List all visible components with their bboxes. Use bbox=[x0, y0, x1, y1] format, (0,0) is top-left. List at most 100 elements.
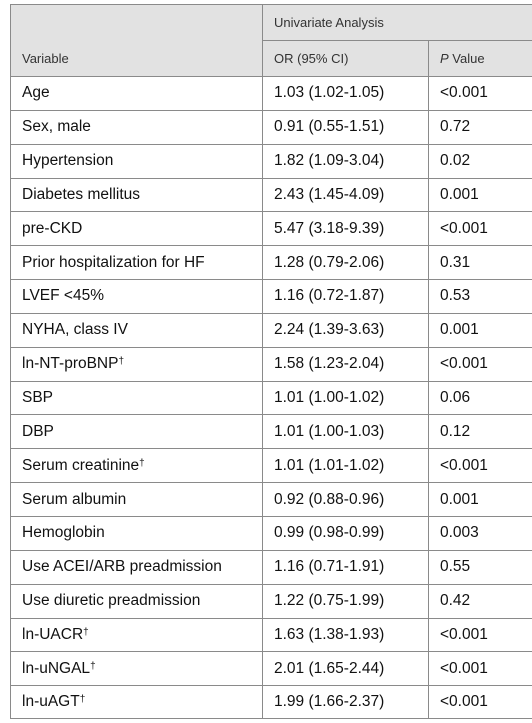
table-row: pre-CKD 5.47 (3.18-9.39) <0.001 bbox=[11, 211, 532, 246]
variable-label: Sex, male bbox=[22, 118, 91, 136]
variable-label: Diabetes mellitus bbox=[22, 185, 141, 203]
odds-ratio-cell: 1.22 (0.75-1.99) bbox=[263, 584, 429, 618]
p-value-cell: 0.003 bbox=[429, 517, 532, 550]
p-value-cell: <0.001 bbox=[429, 652, 532, 685]
p-value-cell: 0.06 bbox=[429, 382, 532, 415]
variable-cell: Diabetes mellitus bbox=[11, 178, 263, 212]
variable-cell: SBP bbox=[11, 381, 263, 415]
variable-label: pre-CKD bbox=[22, 219, 83, 237]
variable-cell: Use diuretic preadmission bbox=[11, 584, 263, 618]
variable-cell: NYHA, class IV bbox=[11, 313, 263, 347]
p-value-cell: 0.02 bbox=[429, 145, 532, 178]
table-row: Hypertension 1.82 (1.09-3.04) 0.02 bbox=[11, 143, 532, 178]
table-row: Age 1.03 (1.02-1.05) <0.001 bbox=[11, 76, 532, 110]
table-row: Prior hospitalization for HF 1.28 (0.79-2… bbox=[11, 245, 532, 280]
odds-ratio-cell: 1.01 (1.00-1.03) bbox=[263, 415, 429, 449]
p-value-cell: 0.12 bbox=[429, 415, 532, 448]
odds-ratio-cell: 2.24 (1.39-3.63) bbox=[263, 313, 429, 347]
table-row: LVEF <45% 1.16 (0.72-1.87) 0.53 bbox=[11, 279, 532, 313]
univariate-analysis-table: Univariate Analysis Variable OR (95% CI)… bbox=[10, 4, 532, 720]
table-row: Serum creatinine † 1.01 (1.01-1.02) <0.001 bbox=[11, 448, 532, 483]
table-row: Sex, male 0.91 (0.55-1.51) 0.72 bbox=[11, 109, 532, 144]
table-body: Age 1.03 (1.02-1.05) <0.001 Sex, male 0.91 (… bbox=[11, 76, 532, 720]
variable-cell: ln-uNGAL † bbox=[11, 652, 263, 686]
table-row: ln-NT-proBNP † 1.58 (1.23-2.04) <0.001 bbox=[11, 346, 532, 381]
table-row: NYHA, class IV 2.24 (1.39-3.63) 0.001 bbox=[11, 312, 532, 347]
odds-ratio-cell: 5.47 (3.18-9.39) bbox=[263, 212, 429, 246]
variable-label: ln-uAGT bbox=[22, 693, 80, 711]
p-value-cell: 0.55 bbox=[429, 551, 532, 584]
odds-ratio-cell: 1.16 (0.72-1.87) bbox=[263, 280, 429, 313]
col-header-or: OR (95% CI) bbox=[263, 40, 429, 76]
p-value-cell: <0.001 bbox=[429, 619, 532, 652]
odds-ratio-cell: 0.91 (0.55-1.51) bbox=[263, 110, 429, 144]
odds-ratio-cell: 0.92 (0.88-0.96) bbox=[263, 483, 429, 516]
p-value-cell: 0.42 bbox=[429, 585, 532, 618]
variable-cell: ln-UACR † bbox=[11, 618, 263, 652]
table-row: Diabetes mellitus 2.43 (1.45-4.09) 0.001 bbox=[11, 177, 532, 212]
table-row: ln-UACR † 1.63 (1.38-1.93) <0.001 bbox=[11, 617, 532, 652]
variable-label: Age bbox=[22, 84, 50, 102]
variable-label: NYHA, class IV bbox=[22, 321, 128, 339]
table-row: ln-uAGT † 1.99 (1.66-2.37) <0.001 bbox=[11, 685, 532, 720]
variable-label: Hypertension bbox=[22, 152, 114, 170]
col-header-p-value: P Value bbox=[429, 40, 532, 76]
table-row: ln-uNGAL † 2.01 (1.65-2.44) <0.001 bbox=[11, 651, 532, 686]
col-header-variable: Variable bbox=[11, 40, 263, 76]
p-value-cell: <0.001 bbox=[429, 348, 532, 381]
variable-cell: Use ACEI/ARB preadmission bbox=[11, 550, 263, 584]
odds-ratio-cell: 1.16 (0.71-1.91) bbox=[263, 550, 429, 584]
odds-ratio-cell: 1.03 (1.02-1.05) bbox=[263, 77, 429, 110]
p-value-cell: <0.001 bbox=[429, 212, 532, 245]
p-italic-label: P bbox=[440, 50, 449, 66]
variable-cell: Hypertension bbox=[11, 144, 263, 178]
p-value-cell: 0.31 bbox=[429, 246, 532, 279]
variable-label: ln-uNGAL bbox=[22, 659, 91, 677]
odds-ratio-cell: 1.01 (1.00-1.02) bbox=[263, 381, 429, 415]
variable-label: Use ACEI/ARB preadmission bbox=[22, 558, 222, 576]
p-value-cell: <0.001 bbox=[429, 686, 532, 718]
odds-ratio-cell: 2.43 (1.45-4.09) bbox=[263, 178, 429, 212]
header-row-columns: Variable OR (95% CI) P Value bbox=[11, 40, 532, 76]
group-header-univariate: Univariate Analysis bbox=[263, 5, 532, 41]
variable-cell: ln-uAGT † bbox=[11, 686, 263, 719]
variable-cell: ln-NT-proBNP † bbox=[11, 347, 263, 381]
variable-label: LVEF <45% bbox=[22, 287, 104, 305]
p-value-cell: 0.001 bbox=[429, 483, 532, 516]
table-row: DBP 1.01 (1.00-1.03) 0.12 bbox=[11, 414, 532, 449]
variable-label: Serum creatinine bbox=[22, 456, 140, 474]
p-value-label: Value bbox=[448, 50, 485, 66]
table-row: Use diuretic preadmission 1.22 (0.75-1.99… bbox=[11, 583, 532, 618]
variable-cell: Hemoglobin bbox=[11, 516, 263, 550]
variable-cell: Serum creatinine † bbox=[11, 449, 263, 483]
p-value-cell: 0.001 bbox=[429, 179, 532, 212]
header-row-group: Univariate Analysis bbox=[11, 4, 532, 41]
odds-ratio-cell: 1.63 (1.38-1.93) bbox=[263, 618, 429, 652]
p-value-cell: 0.001 bbox=[429, 314, 532, 347]
variable-cell: pre-CKD bbox=[11, 212, 263, 246]
table-row: Serum albumin 0.92 (0.88-0.96) 0.001 bbox=[11, 482, 532, 516]
table-row: SBP 1.01 (1.00-1.02) 0.06 bbox=[11, 380, 532, 415]
odds-ratio-cell: 2.01 (1.65-2.44) bbox=[263, 652, 429, 686]
variable-label: Hemoglobin bbox=[22, 524, 105, 542]
odds-ratio-cell: 1.99 (1.66-2.37) bbox=[263, 686, 429, 719]
p-value-cell: 0.53 bbox=[429, 280, 532, 313]
variable-label: Serum albumin bbox=[22, 490, 127, 508]
variable-label: ln-NT-proBNP bbox=[22, 355, 119, 373]
p-value-cell: <0.001 bbox=[429, 449, 532, 482]
p-value-cell: <0.001 bbox=[429, 77, 532, 110]
variable-cell: LVEF <45% bbox=[11, 280, 263, 313]
odds-ratio-cell: 1.01 (1.01-1.02) bbox=[263, 449, 429, 483]
variable-label: Use diuretic preadmission bbox=[22, 592, 201, 610]
odds-ratio-cell: 1.58 (1.23-2.04) bbox=[263, 347, 429, 381]
variable-cell: Serum albumin bbox=[11, 483, 263, 516]
variable-cell: Age bbox=[11, 77, 263, 110]
variable-cell: Sex, male bbox=[11, 110, 263, 144]
variable-label: ln-UACR bbox=[22, 625, 84, 643]
table-row: Hemoglobin 0.99 (0.98-0.99) 0.003 bbox=[11, 515, 532, 550]
variable-label: DBP bbox=[22, 422, 54, 440]
variable-label: Prior hospitalization for HF bbox=[22, 253, 205, 271]
variable-label: SBP bbox=[22, 389, 54, 407]
variable-cell: DBP bbox=[11, 415, 263, 449]
p-value-cell: 0.72 bbox=[429, 111, 532, 144]
